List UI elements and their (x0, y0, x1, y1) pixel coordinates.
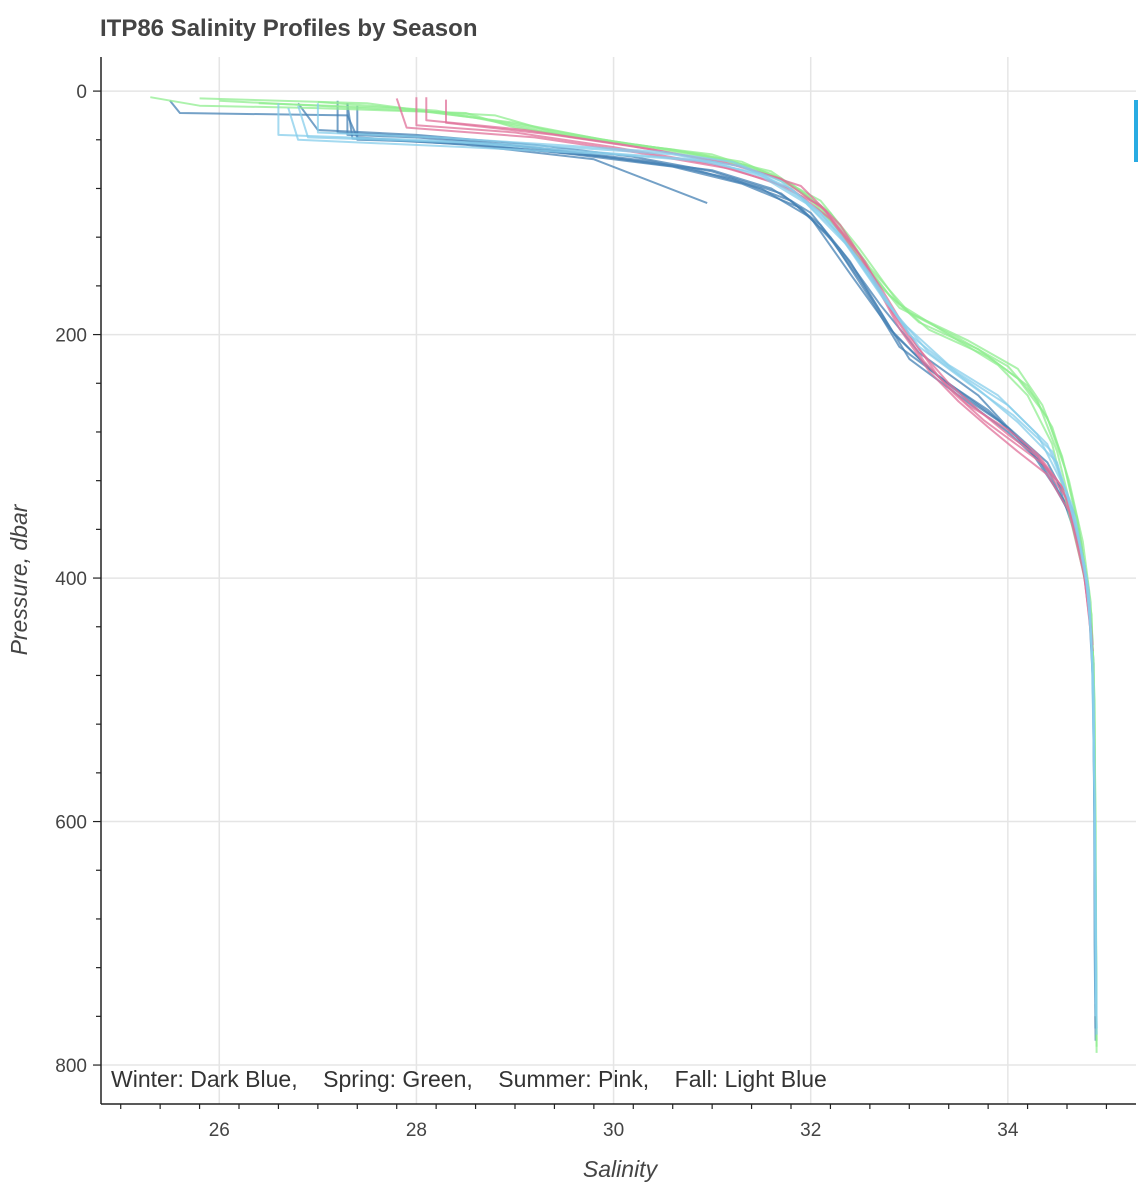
series-line (277, 103, 1097, 1017)
series-group-0 (169, 100, 1097, 1041)
series-line (219, 99, 1098, 1041)
x-tick-label: 34 (997, 1120, 1019, 1141)
y-tick-label: 800 (55, 1056, 87, 1077)
series-line (346, 103, 1097, 1029)
grid-lines (101, 57, 1136, 1104)
x-tick-label: 26 (209, 1120, 230, 1141)
x-tick-label: 32 (800, 1120, 821, 1141)
chart-title: ITP86 Salinity Profiles by Season (100, 15, 477, 42)
series-line (297, 105, 1098, 1029)
series-line (316, 103, 1097, 1005)
series-line (287, 107, 1098, 1035)
series-line (336, 100, 1097, 1029)
series-line (297, 102, 1097, 968)
y-tick-label: 0 (76, 82, 87, 103)
series-line (425, 97, 1092, 627)
season-legend: Winter: Dark Blue, Spring: Green, Summer… (111, 1066, 827, 1092)
x-tick-label: 28 (406, 1120, 427, 1141)
x-tick-label: 30 (603, 1120, 624, 1141)
x-axis-label: Salinity (583, 1156, 659, 1182)
series-line (150, 96, 1098, 1053)
series-line (258, 102, 1098, 1035)
series-line (415, 97, 1094, 652)
series-line (346, 103, 1097, 1041)
series-group-1 (150, 96, 1098, 1053)
data-series (150, 96, 1098, 1053)
series-group-3 (277, 103, 1098, 1035)
series-line (356, 105, 1097, 1017)
y-tick-label: 400 (55, 569, 87, 590)
y-axis-label: Pressure, dbar (6, 503, 32, 655)
axes: 26 28 30 32 34 0 200 400 600 800 (55, 57, 1136, 1141)
y-tick-label: 600 (55, 813, 87, 834)
series-line (317, 101, 1098, 1029)
toolbar-edge-indicator[interactable] (1134, 100, 1138, 162)
series-line (199, 97, 1098, 1047)
y-tick-label: 200 (55, 326, 87, 347)
